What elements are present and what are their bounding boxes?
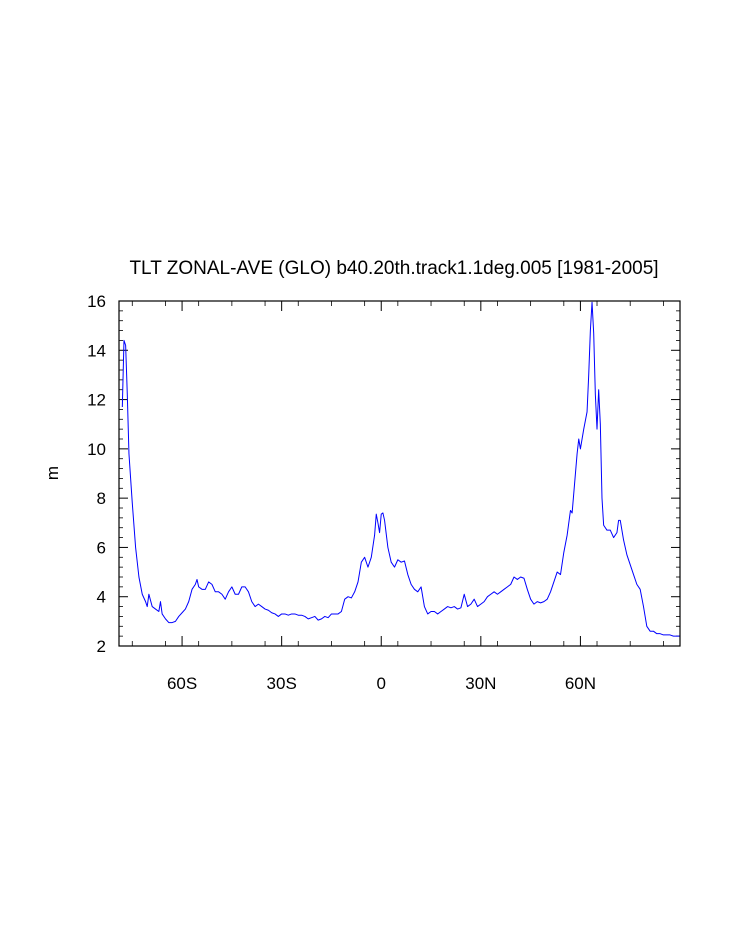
y-tick-label: 4: [97, 588, 106, 607]
x-tick-label: 0: [377, 674, 386, 693]
y-axis-ticks: 2 4 6 8 10 12 14 16: [87, 292, 680, 656]
y-tick-label: 16: [87, 292, 106, 311]
x-tick-label: 60S: [167, 674, 197, 693]
chart-title: TLT ZONAL-AVE (GLO) b40.20th.track1.1deg…: [129, 258, 658, 279]
y-tick-label: 10: [87, 440, 106, 459]
x-tick-label: 30N: [465, 674, 496, 693]
y-tick-label: 12: [87, 391, 106, 410]
y-tick-label: 8: [97, 489, 106, 508]
plot-frame: [118, 300, 681, 647]
y-axis-label: m: [43, 466, 62, 480]
y-tick-label: 6: [97, 538, 106, 557]
series-layer: [121, 301, 680, 637]
x-tick-label: 60N: [565, 674, 596, 693]
y-tick-label: 2: [97, 637, 106, 656]
x-axis-ticks: 60S 30S 0 30N 60N: [131, 301, 664, 693]
x-tick-label: 30S: [267, 674, 297, 693]
series-line: [121, 301, 680, 637]
y-tick-label: 14: [87, 341, 106, 360]
